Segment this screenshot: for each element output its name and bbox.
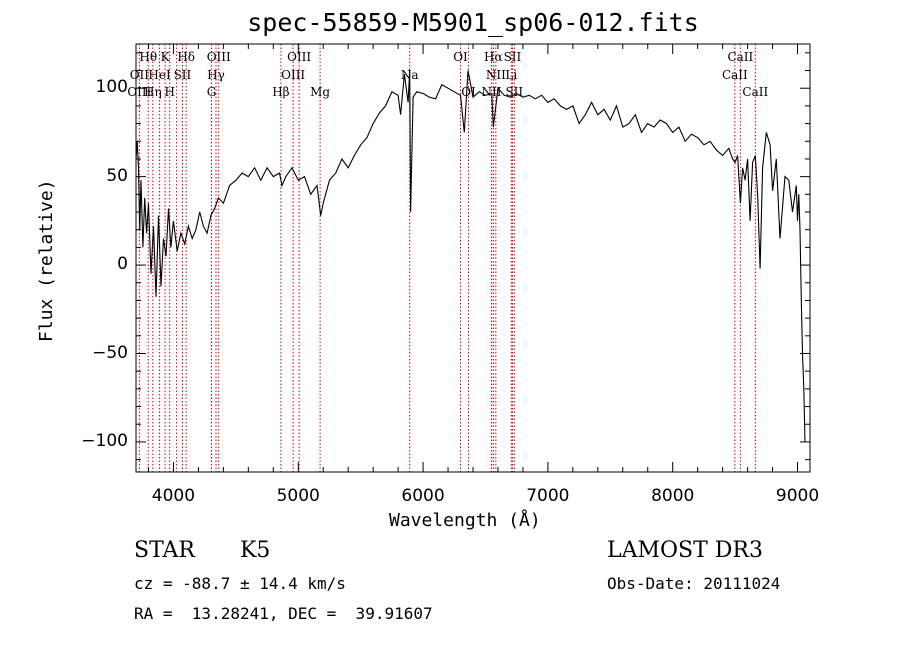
line-label-24: OI bbox=[461, 85, 476, 99]
line-label-17: CaII bbox=[722, 68, 748, 82]
line-label-22: Hβ bbox=[272, 85, 289, 99]
chart-title: spec-55859-M5901_sp06-012.fits bbox=[247, 8, 699, 37]
x-axis-ticks bbox=[147, 44, 799, 472]
line-label-6: Hα bbox=[484, 50, 503, 64]
x-tick-label-5000: 5000 bbox=[276, 486, 320, 506]
emission-line-markers bbox=[138, 44, 756, 472]
y-tick-label-0: −100 bbox=[81, 430, 128, 451]
line-label-1: K bbox=[161, 50, 171, 64]
x-tick-label-4000: 4000 bbox=[151, 486, 196, 506]
coordinates-text: RA = 13.28241, DEC = 39.91607 bbox=[134, 604, 433, 623]
plot-frame bbox=[135, 43, 811, 473]
redshift-text: cz = -88.7 ± 14.4 km/s bbox=[134, 574, 346, 593]
y-tick-label-3: 50 bbox=[106, 165, 128, 186]
line-label-5: OI bbox=[453, 50, 468, 64]
x-tick-label-7000: 7000 bbox=[526, 486, 570, 506]
line-label-21: G bbox=[207, 85, 217, 99]
line-label-18: OIII bbox=[127, 85, 151, 99]
y-axis-ticks bbox=[136, 52, 810, 461]
line-label-4: OIII bbox=[287, 50, 311, 64]
line-label-25: NII bbox=[481, 85, 501, 99]
line-label-11: SII bbox=[174, 68, 192, 82]
line-label-7: SII bbox=[504, 50, 522, 64]
line-label-13: OIII bbox=[281, 68, 305, 82]
obs-date-text: Obs-Date: 20111024 bbox=[607, 574, 781, 593]
line-label-16: Li bbox=[505, 68, 517, 82]
line-label-2: Hδ bbox=[177, 50, 195, 64]
y-axis-label: Flux (relative) bbox=[36, 179, 57, 342]
line-label-19: Hη bbox=[144, 85, 162, 99]
x-tick-label-8000: 8000 bbox=[651, 486, 695, 506]
x-axis-label: Wavelength (Å) bbox=[389, 510, 541, 531]
line-label-23: Mg bbox=[310, 85, 330, 99]
line-label-27: CaII bbox=[742, 85, 768, 99]
y-tick-label-4: 100 bbox=[95, 77, 128, 98]
line-label-15: NII bbox=[486, 68, 506, 82]
object-subclass: K5 bbox=[240, 538, 271, 563]
spectrum-line bbox=[135, 70, 806, 442]
line-label-8: CaII bbox=[727, 50, 753, 64]
line-label-12: Hγ bbox=[207, 68, 225, 82]
line-label-0: Hθ bbox=[139, 50, 157, 64]
x-tick-label-6000: 6000 bbox=[401, 486, 445, 506]
x-tick-label-9000: 9000 bbox=[775, 486, 820, 506]
survey-name: LAMOST DR3 bbox=[607, 538, 763, 563]
line-label-20: H bbox=[164, 85, 174, 99]
line-label-14: Na bbox=[401, 68, 419, 82]
line-label-26: SII bbox=[505, 85, 523, 99]
y-tick-label-2: 0 bbox=[117, 254, 128, 275]
line-label-10: HeI bbox=[148, 68, 171, 82]
line-label-3: OIII bbox=[207, 50, 231, 64]
line-label-9: OII bbox=[130, 68, 150, 82]
y-tick-label-1: −50 bbox=[92, 342, 128, 363]
object-class: STAR bbox=[134, 538, 195, 563]
